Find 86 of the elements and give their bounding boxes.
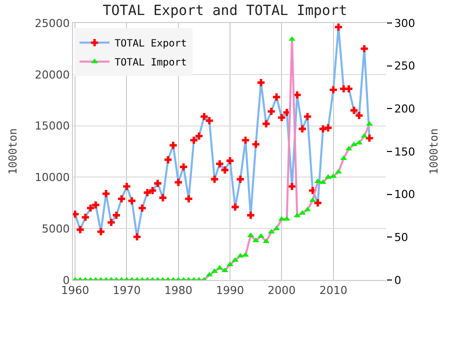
- point: [190, 136, 198, 144]
- point: [180, 163, 188, 171]
- point: [314, 199, 322, 206]
- legend-label: TOTAL Import: [114, 58, 187, 69]
- point: [366, 121, 373, 126]
- point: [86, 204, 94, 212]
- point: [366, 134, 374, 142]
- x-tick-label: 1970: [112, 284, 141, 298]
- x-tick-label: 1980: [164, 284, 192, 298]
- point: [159, 194, 166, 202]
- y2-tick-label: 0: [394, 274, 402, 287]
- x-tick-label: 1960: [61, 284, 90, 298]
- point: [320, 179, 326, 184]
- point: [330, 86, 337, 94]
- point: [232, 203, 239, 211]
- y2-tick-label: 50: [394, 231, 408, 244]
- point: [242, 136, 250, 144]
- point: [221, 166, 228, 174]
- point: [148, 186, 156, 194]
- y2-tick-label: 200: [394, 102, 416, 116]
- y-tick-label: 25000: [34, 16, 70, 30]
- x-tick-label: 1990: [216, 284, 244, 298]
- y2-axis-title: 1000ton: [427, 128, 440, 175]
- point: [128, 197, 136, 204]
- chart-title: TOTAL Export and TOTAL Import: [102, 3, 348, 20]
- point: [273, 226, 280, 230]
- x-tick-label: 2010: [319, 284, 348, 298]
- y-axis-title: 1000ton: [6, 128, 20, 175]
- point: [108, 218, 115, 226]
- point: [278, 114, 286, 122]
- point: [226, 262, 234, 266]
- legend-label: TOTAL Export: [114, 38, 187, 50]
- y2-tick-label: 300: [394, 16, 416, 30]
- point: [195, 132, 203, 140]
- point: [92, 201, 100, 209]
- point: [206, 117, 213, 124]
- point: [268, 108, 275, 116]
- point: [257, 79, 265, 86]
- y-tick-label: 0: [62, 274, 70, 287]
- point: [304, 112, 312, 120]
- point: [334, 24, 342, 31]
- x-tick-label: 2000: [268, 284, 296, 298]
- point: [298, 125, 306, 132]
- y-tick-label: 15000: [34, 120, 70, 133]
- point: [112, 212, 120, 219]
- point: [73, 210, 79, 218]
- point: [200, 112, 208, 120]
- point: [242, 252, 249, 257]
- point: [236, 176, 244, 183]
- point: [335, 169, 342, 174]
- y-tick-label: 20000: [34, 68, 70, 82]
- point: [350, 142, 358, 146]
- y2-tick-label: 250: [394, 60, 416, 73]
- y2-tick-label: 150: [394, 145, 416, 158]
- point: [247, 212, 254, 219]
- point: [356, 112, 363, 120]
- point: [144, 189, 151, 196]
- point: [210, 176, 218, 183]
- point: [185, 195, 192, 202]
- point: [102, 190, 110, 198]
- point: [164, 156, 172, 164]
- point: [154, 180, 162, 187]
- point: [350, 106, 358, 114]
- point: [118, 195, 126, 202]
- point: [360, 45, 368, 52]
- point: [174, 178, 182, 186]
- y2-tick-label: 100: [394, 188, 416, 202]
- point: [170, 142, 177, 149]
- point: [252, 140, 260, 148]
- y-tick-label: 10000: [34, 171, 70, 184]
- point: [258, 233, 264, 238]
- y-tick-label: 5000: [42, 222, 70, 236]
- point: [211, 268, 218, 273]
- point: [123, 182, 130, 190]
- point: [345, 85, 352, 92]
- point: [76, 226, 84, 234]
- point: [82, 214, 89, 221]
- point: [138, 204, 146, 212]
- point: [262, 120, 270, 128]
- point: [304, 206, 311, 212]
- point: [226, 157, 234, 164]
- point: [133, 233, 141, 240]
- point: [288, 36, 296, 41]
- point: [97, 228, 104, 236]
- point: [216, 160, 224, 168]
- point: [324, 124, 332, 132]
